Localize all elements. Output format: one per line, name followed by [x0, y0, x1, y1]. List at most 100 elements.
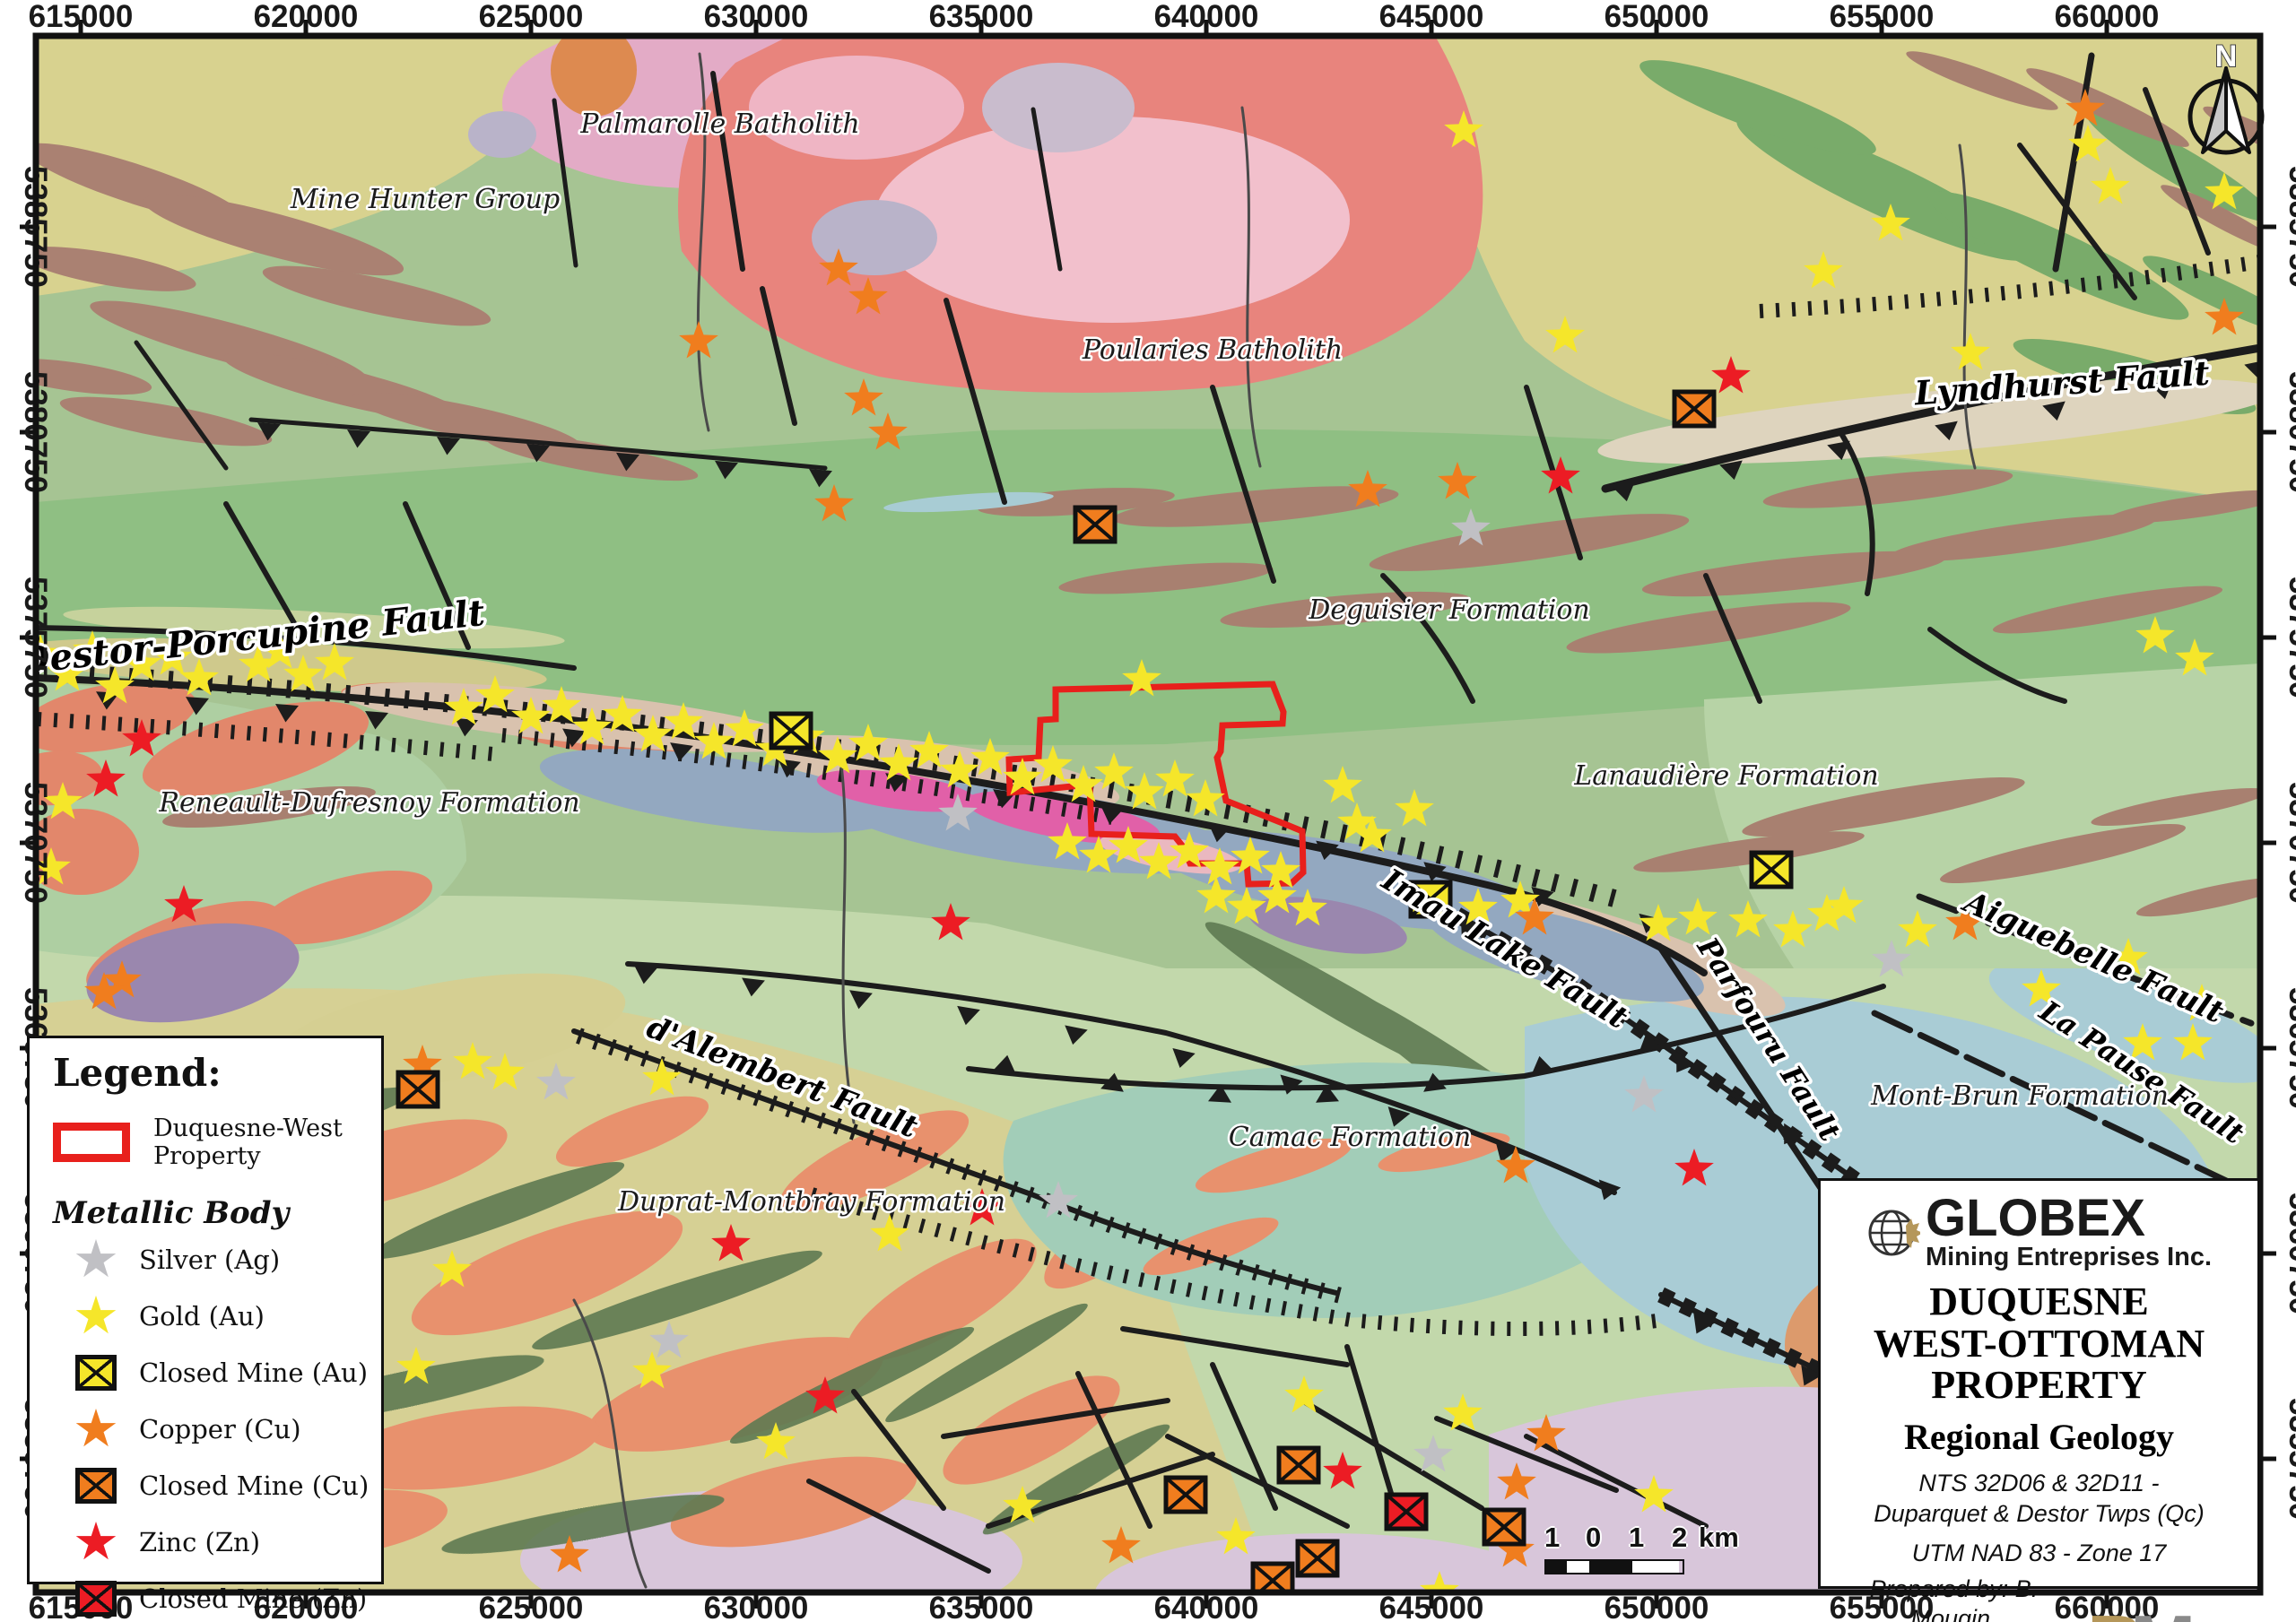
legend-items: ★ Silver (Ag) ★ Gold (Au) Closed Mine (Au) ★ C…: [53, 1231, 372, 1622]
legend-star-icon: ★: [73, 1512, 119, 1571]
legend-item: ★ Zinc (Zn): [53, 1514, 372, 1570]
closed-cu-closed-mine-symbol: [1073, 505, 1118, 544]
scale-segment: [1589, 1561, 1632, 1573]
legend-item-label: Closed Mine (Zn): [139, 1583, 368, 1614]
x-axis-label: 660000: [2055, 0, 2160, 34]
formation-label: Mine Hunter Group: [290, 184, 560, 215]
scale-segment: [1546, 1561, 1567, 1573]
prepared-by: Prepared by: B. Mougin, Geo. M.Sc. (Marc…: [1833, 1574, 2074, 1622]
legend-section-title: Metallic Body: [53, 1195, 290, 1231]
y-axis-label: 5370750: [2283, 782, 2296, 904]
maple-leaf-icon: [1905, 1219, 1920, 1249]
x-axis-label: 640000: [1154, 1591, 1259, 1622]
legend-item: Closed Mine (Zn): [53, 1570, 372, 1622]
north-label: N: [2215, 39, 2238, 74]
x-axis-label: 620000: [254, 1591, 359, 1622]
nts-line1: NTS 32D06 & 32D11 -: [1918, 1469, 2160, 1496]
map-title-line3: PROPERTY: [1931, 1363, 2147, 1408]
bm-logo-b: B: [2087, 1598, 2144, 1622]
scale-bar-graphic: [1544, 1559, 1684, 1574]
x-axis-label: 625000: [479, 1591, 584, 1622]
legend-star-icon: ★: [73, 1399, 119, 1458]
scale-segment: [1632, 1561, 1679, 1573]
x-axis-label: 630000: [704, 1591, 809, 1622]
formation-label: Palmarolle Batholith: [579, 108, 859, 140]
nts-reference: NTS 32D06 & 32D11 - Duparquet & Destor T…: [1833, 1469, 2245, 1530]
closed-au-closed-mine-symbol: [769, 711, 813, 750]
closed-cu-closed-mine-symbol: [1672, 389, 1717, 429]
closed-au-closed-mine-symbol: [1408, 880, 1453, 919]
globex-subtitle: Mining Entreprises Inc.: [1925, 1243, 2213, 1272]
scale-bar-label: 1: [1629, 1522, 1645, 1553]
legend-closed-mine-icon: [75, 1467, 117, 1504]
y-axis-label: 5360750: [2283, 1193, 2296, 1314]
map-frame: [32, 32, 2264, 1596]
scale-bar-label: 1: [1544, 1522, 1561, 1553]
legend-item-label: Closed Mine (Au): [139, 1357, 369, 1388]
utm-reference: UTM NAD 83 - Zone 17: [1911, 1540, 2167, 1567]
y-axis-label: 5385750: [2283, 166, 2296, 288]
legend-item-label: Silver (Ag): [139, 1244, 281, 1275]
nts-line2: Duparquet & Destor Twps (Qc): [1874, 1499, 2205, 1527]
scale-bar-label: km: [1699, 1522, 1739, 1553]
legend-property-label: Duquesne-West Property: [153, 1115, 343, 1170]
legend-item: Closed Mine (Cu): [53, 1457, 372, 1514]
x-axis-label: 635000: [929, 0, 1034, 34]
formation-label: Camac Formation: [1229, 1122, 1471, 1153]
x-axis-label: 650000: [1605, 1591, 1709, 1622]
legend-panel: Legend: Duquesne-West Property Metallic …: [27, 1036, 384, 1617]
map-subtitle: Regional Geology: [1903, 1416, 2175, 1457]
closed-zn-closed-mine-symbol: [1384, 1492, 1429, 1531]
map-title-line1: DUQUESNE: [1929, 1279, 2149, 1324]
x-axis-label: 615000: [29, 0, 134, 34]
closed-cu-closed-mine-symbol: [396, 1070, 440, 1109]
closed-cu-closed-mine-symbol: [1163, 1475, 1208, 1514]
legend-property-row: Duquesne-West Property: [53, 1115, 372, 1170]
x-axis-label: 630000: [704, 0, 809, 34]
legend-item: ★ Silver (Ag): [53, 1231, 372, 1288]
legend-item: Closed Mine (Au): [53, 1344, 372, 1401]
formation-label: Mont-Brun Formation: [1870, 1080, 2169, 1112]
bm-geoconseils-logo: B M Géoconseils: [2074, 1599, 2245, 1622]
x-axis-label: 620000: [254, 0, 359, 34]
y-axis-label: 5365750: [2283, 987, 2296, 1109]
x-axis-label: 660000: [2055, 1591, 2160, 1622]
closed-cu-closed-mine-symbol: [1295, 1539, 1340, 1578]
legend-item-label: Closed Mine (Cu): [139, 1470, 370, 1501]
formation-label: Deguisier Formation: [1308, 594, 1590, 626]
x-axis-label: 645000: [1379, 1591, 1484, 1622]
property-outline-swatch: [53, 1123, 130, 1162]
bm-logo-m: M: [2130, 1598, 2196, 1622]
formation-label: Poularies Batholith: [1082, 334, 1343, 366]
legend-closed-mine-icon: [75, 1580, 117, 1617]
scale-bar: 1 0 1 2 km: [1544, 1522, 1751, 1577]
legend-closed-mine-icon: [75, 1354, 117, 1391]
scale-bar-label: 0: [1586, 1522, 1602, 1553]
globe-icon: [1868, 1210, 1920, 1256]
x-axis-label: 635000: [929, 1591, 1034, 1622]
formation-label: Duprat-Montbray Formation: [617, 1186, 1005, 1218]
scale-segment: [1567, 1561, 1589, 1573]
formation-label: Lanaudière Formation: [1573, 760, 1878, 792]
legend-item-label: Gold (Au): [139, 1300, 265, 1331]
y-axis-label: 5375750: [2283, 577, 2296, 698]
property-outline: [1005, 681, 1307, 888]
scale-bar-label: 2: [1672, 1522, 1688, 1553]
prepared-line1: Prepared by: B. Mougin,: [1869, 1575, 2039, 1622]
legend-title: Legend:: [53, 1051, 222, 1095]
legend-item: ★ Copper (Cu): [53, 1401, 372, 1457]
closed-cu-closed-mine-symbol: [1482, 1507, 1526, 1547]
globex-wordmark: GLOBEX: [1925, 1189, 2145, 1247]
title-block: GLOBEX Mining Entreprises Inc. DUQUESNE …: [1818, 1178, 2260, 1622]
x-axis-label: 655000: [1830, 0, 1935, 34]
x-axis-label: 625000: [479, 0, 584, 34]
legend-item-label: Zinc (Zn): [139, 1526, 261, 1557]
formation-label: Reneault-Dufresnoy Formation: [158, 787, 579, 819]
fault-layer: [36, 52, 2260, 1589]
x-axis-label: 640000: [1154, 0, 1259, 34]
legend-star-icon: ★: [73, 1229, 119, 1288]
legend-item: ★ Gold (Au): [53, 1288, 372, 1344]
x-axis-label: 650000: [1605, 0, 1709, 34]
globex-logo: GLOBEX Mining Entreprises Inc.: [1833, 1189, 2245, 1272]
